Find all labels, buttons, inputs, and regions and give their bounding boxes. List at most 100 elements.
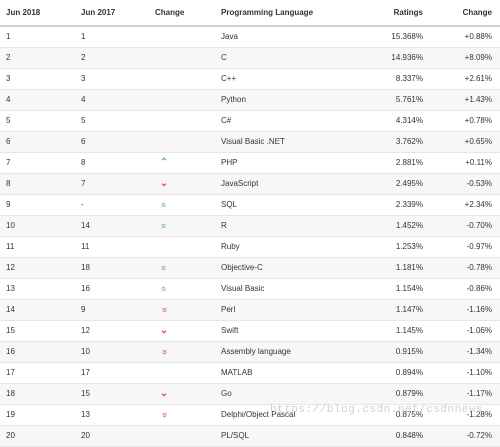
table-row: 9 - » SQL 2.339% +2.34% — [0, 195, 500, 216]
rank-2018: 14 — [6, 305, 15, 314]
rank-2017: 6 — [81, 137, 86, 146]
rating-change: +2.34% — [464, 200, 492, 209]
rank-2017: 12 — [81, 326, 90, 335]
rank-2017: 14 — [81, 221, 90, 230]
rating-value: 1.147% — [395, 305, 423, 314]
rating-change: -0.70% — [466, 221, 492, 230]
rating-value: 1.452% — [395, 221, 423, 230]
language-name: C — [221, 53, 227, 62]
chevron-up-icon: ⌃ — [159, 157, 169, 168]
table-row: 7 8 ⌃ PHP 2.881% +0.11% — [0, 153, 500, 174]
rank-2018: 6 — [6, 137, 11, 146]
rating-change: +1.43% — [464, 95, 492, 104]
table-row: 20 20 PL/SQL 0.848% -0.72% — [0, 426, 500, 447]
table-row: 5 5 C# 4.314% +0.78% — [0, 111, 500, 132]
rank-2018: 15 — [6, 326, 15, 335]
rank-2017: - — [81, 200, 84, 209]
double-chevron-up-icon: » — [158, 265, 169, 271]
rank-2018: 5 — [6, 116, 11, 125]
rating-value: 1.154% — [395, 284, 423, 293]
watermark: https://blog.csdn.net/csdnnews — [270, 404, 484, 416]
rating-change: +0.88% — [464, 32, 492, 41]
table-header: Jun 2018 Jun 2017 Change Programming Lan… — [0, 0, 500, 27]
table-row: 18 15 ⌄ Go 0.879% -1.17% — [0, 384, 500, 405]
rank-2018: 4 — [6, 95, 11, 104]
table-row: 15 12 ⌄ Swift 1.145% -1.06% — [0, 321, 500, 342]
header-ratings-change: Change — [462, 8, 492, 17]
double-chevron-up-icon: » — [158, 223, 169, 229]
rating-change: +8.09% — [464, 53, 492, 62]
rank-change: » — [155, 279, 185, 299]
rating-value: 2.339% — [395, 200, 423, 209]
rating-value: 8.337% — [395, 74, 423, 83]
rank-change: ⌄ — [155, 174, 185, 194]
rating-value: 15.368% — [391, 32, 423, 41]
table-row: 6 6 Visual Basic .NET 3.762% +0.65% — [0, 132, 500, 153]
language-name: Perl — [221, 305, 236, 314]
rating-value: 0.875% — [395, 410, 423, 419]
rank-2018: 12 — [6, 263, 15, 272]
table-row: 17 17 MATLAB 0.894% -1.10% — [0, 363, 500, 384]
table-row: 2 2 C 14.936% +8.09% — [0, 48, 500, 69]
rank-2017: 18 — [81, 263, 90, 272]
rank-change: ⌃ — [155, 153, 185, 173]
rank-2018: 20 — [6, 431, 15, 440]
double-chevron-down-icon: » — [159, 349, 170, 355]
rating-value: 5.761% — [395, 95, 423, 104]
rank-2017: 16 — [81, 284, 90, 293]
rank-2018: 10 — [6, 221, 15, 230]
rating-value: 14.936% — [391, 53, 423, 62]
double-chevron-down-icon: » — [159, 412, 170, 418]
table-row: 8 7 ⌄ JavaScript 2.495% -0.53% — [0, 174, 500, 195]
rank-2018: 16 — [6, 347, 15, 356]
rating-change: -1.28% — [466, 410, 492, 419]
rank-change: » — [155, 216, 185, 236]
rank-change: » — [155, 195, 185, 215]
rating-value: 2.495% — [395, 179, 423, 188]
rank-2017: 7 — [81, 179, 86, 188]
rank-2017: 9 — [81, 305, 86, 314]
rating-value: 0.879% — [395, 389, 423, 398]
rating-change: +0.11% — [465, 158, 492, 167]
rank-2017: 11 — [81, 242, 90, 251]
rating-change: -0.78% — [466, 263, 492, 272]
rating-change: -1.06% — [466, 326, 492, 335]
double-chevron-up-icon: » — [158, 286, 169, 292]
rating-value: 0.894% — [395, 368, 423, 377]
table-row: 13 16 » Visual Basic 1.154% -0.86% — [0, 279, 500, 300]
rank-2017: 1 — [81, 32, 86, 41]
language-name: Java — [221, 32, 238, 41]
double-chevron-up-icon: » — [158, 202, 169, 208]
rating-value: 3.762% — [395, 137, 423, 146]
rank-2018: 18 — [6, 389, 15, 398]
rating-value: 1.145% — [395, 326, 423, 335]
language-name: Python — [221, 95, 246, 104]
chevron-down-icon: ⌄ — [159, 178, 169, 189]
header-jun-2018: Jun 2018 — [6, 8, 41, 17]
header-programming-language: Programming Language — [221, 8, 314, 17]
table-row: 3 3 C++ 8.337% +2.61% — [0, 69, 500, 90]
language-name: Visual Basic — [221, 284, 265, 293]
rank-change: ⌄ — [155, 384, 185, 404]
language-name: Assembly language — [221, 347, 291, 356]
header-jun-2017: Jun 2017 — [81, 8, 116, 17]
language-name: C# — [221, 116, 232, 125]
table-row: 14 9 » Perl 1.147% -1.16% — [0, 300, 500, 321]
rank-change: » — [155, 258, 185, 278]
rating-change: -1.34% — [466, 347, 492, 356]
rating-value: 0.915% — [395, 347, 423, 356]
rating-change: -0.86% — [466, 284, 492, 293]
rating-value: 1.181% — [395, 263, 423, 272]
rank-2018: 19 — [6, 410, 15, 419]
double-chevron-down-icon: » — [159, 307, 170, 313]
rating-value: 0.848% — [395, 431, 423, 440]
rank-2017: 5 — [81, 116, 86, 125]
language-name: PL/SQL — [221, 431, 250, 440]
rank-change: » — [155, 300, 185, 320]
rank-change: » — [155, 405, 185, 425]
rank-change: » — [155, 342, 185, 362]
table-row: 1 1 Java 15.368% +0.88% — [0, 27, 500, 48]
rating-change: +0.65% — [464, 137, 492, 146]
language-name: Swift — [221, 326, 239, 335]
